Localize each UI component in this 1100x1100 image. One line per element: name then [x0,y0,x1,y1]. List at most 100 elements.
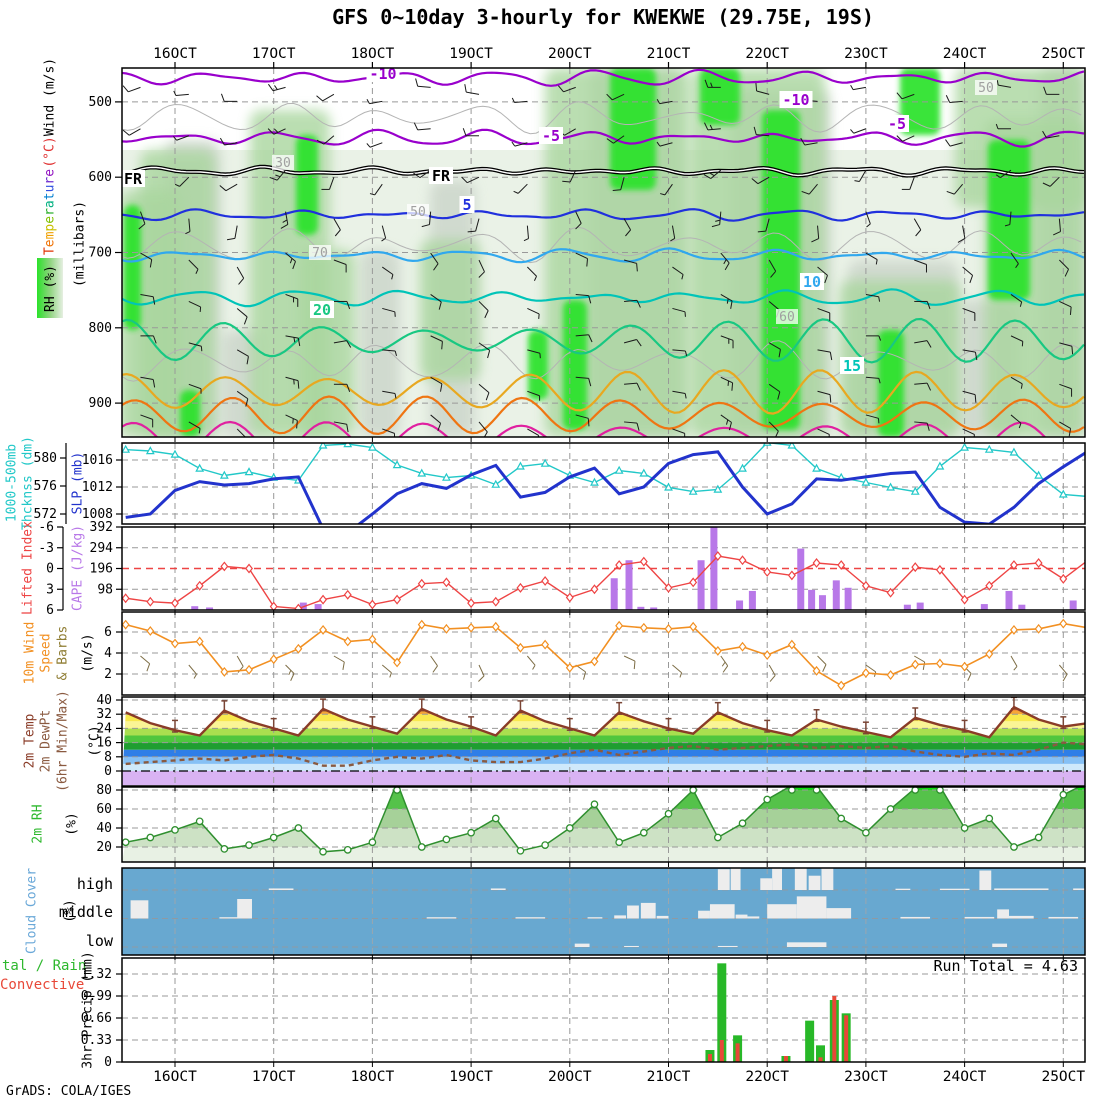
axis-label-barbs: & Barbs [55,625,71,681]
axis-label-temp-unit: (°C) [87,725,103,757]
run-total-annotation: Run Total = 4.63 [933,957,1079,975]
svg-text:5: 5 [462,196,471,214]
svg-text:-6: -6 [38,520,54,535]
svg-text:0.66: 0.66 [81,1011,112,1026]
svg-text:16OCT: 16OCT [153,46,197,62]
svg-text:900: 900 [89,396,112,411]
axis-label-cape: CAPE (J/kg) [70,524,86,612]
svg-text:8: 8 [104,750,112,765]
axis-label-temperature: Temperature [42,168,58,256]
svg-text:50: 50 [978,81,994,96]
svg-text:98: 98 [97,582,113,597]
svg-text:20OCT: 20OCT [548,1069,592,1085]
axis-label-speed: Speed [38,633,54,673]
axis-label-2m-rh: 2m RH [30,804,46,844]
svg-text:40: 40 [96,693,112,708]
svg-text:800: 800 [89,321,112,336]
rh-legend-chip: RH (%) [37,258,63,318]
axis-label-slp: SLP (mb) [70,451,86,515]
cloud-row-middle: middle [58,903,113,921]
axis-label-millibars: (millibars) [72,200,88,288]
svg-text:0.99: 0.99 [81,989,112,1004]
axis-label-rh-unit: (%) [64,812,80,836]
svg-text:24OCT: 24OCT [943,46,987,62]
axis-label-2m-dewpt: 2m DewPt [38,709,54,773]
svg-text:19OCT: 19OCT [449,1069,493,1085]
svg-text:18OCT: 18OCT [351,46,395,62]
svg-text:24OCT: 24OCT [943,1069,987,1085]
svg-text:6: 6 [46,603,54,618]
svg-text:23OCT: 23OCT [844,1069,888,1085]
svg-text:294: 294 [90,541,114,556]
svg-text:60: 60 [779,310,795,325]
svg-text:3: 3 [46,582,54,597]
svg-text:-10: -10 [369,65,396,83]
axis-label-wind-unit: (m/s) [80,633,96,673]
axis-label-10m-wind: 10m Wind [22,621,38,685]
svg-text:0: 0 [104,764,112,779]
credit-grads: GrADS: COLA/IGES [6,1084,132,1099]
svg-text:-5: -5 [888,115,906,133]
axis-label-precip: 3hr Precip (mm) [80,951,96,1069]
svg-text:19OCT: 19OCT [449,46,493,62]
svg-text:20OCT: 20OCT [548,46,592,62]
svg-text:-10: -10 [782,91,809,109]
svg-text:-3: -3 [38,541,54,556]
svg-text:20: 20 [96,840,112,855]
svg-text:22OCT: 22OCT [745,1069,789,1085]
svg-text:500: 500 [89,95,112,110]
svg-text:1012: 1012 [82,480,113,495]
svg-text:FR: FR [432,167,451,185]
svg-text:21OCT: 21OCT [647,1069,691,1085]
svg-text:10: 10 [803,273,821,291]
svg-text:21OCT: 21OCT [647,46,691,62]
cloud-row-low: low [85,932,113,950]
svg-text:1.32: 1.32 [81,967,112,982]
svg-text:16: 16 [96,736,112,751]
svg-text:23OCT: 23OCT [844,46,888,62]
axis-label-minmax: (6hr Min/Max) [55,690,71,792]
svg-text:0: 0 [104,1055,112,1070]
chart-title: GFS 0~10day 3-hourly for KWEKWE (29.75E,… [332,5,874,29]
svg-text:-5: -5 [542,127,560,145]
svg-text:50: 50 [410,205,426,220]
svg-text:576: 576 [34,479,57,494]
svg-text:572: 572 [34,507,57,522]
svg-text:22OCT: 22OCT [745,46,789,62]
svg-text:60: 60 [96,802,112,817]
axis-label-degc: (°C) [42,136,58,168]
svg-text:600: 600 [89,170,112,185]
svg-text:196: 196 [90,562,113,577]
svg-text:30: 30 [275,156,291,171]
precip-legend-total: tal / Rain [2,958,87,974]
svg-text:1016: 1016 [82,453,113,468]
axis-label-wind: Wind (m/s) [42,57,58,137]
svg-text:17OCT: 17OCT [252,46,296,62]
axis-label-2m-temp: 2m Temp [22,713,38,769]
svg-text:0.33: 0.33 [81,1033,112,1048]
svg-text:0: 0 [46,562,54,577]
svg-text:2: 2 [104,667,112,682]
axis-label-thickness-2: Thcknss (dm) [20,436,36,530]
svg-text:4: 4 [104,646,112,661]
axis-label-thickness-1: 1000-500mb [4,443,20,523]
cloud-row-high: high [76,875,113,893]
axis-label-lifted-index: Lifted Index [20,521,36,615]
precip-legend-convective: Convective [0,977,85,993]
svg-text:FR: FR [124,170,143,188]
svg-text:32: 32 [96,707,112,722]
svg-text:24: 24 [96,721,112,736]
svg-text:80: 80 [96,783,112,798]
svg-text:25OCT: 25OCT [1041,46,1085,62]
svg-text:1008: 1008 [82,507,113,522]
svg-text:17OCT: 17OCT [252,1069,296,1085]
svg-text:16OCT: 16OCT [153,1069,197,1085]
svg-text:18OCT: 18OCT [351,1069,395,1085]
svg-text:580: 580 [34,451,57,466]
svg-text:70: 70 [312,246,328,261]
svg-text:20: 20 [313,301,331,319]
svg-text:6: 6 [104,625,112,640]
svg-text:15: 15 [843,357,861,375]
